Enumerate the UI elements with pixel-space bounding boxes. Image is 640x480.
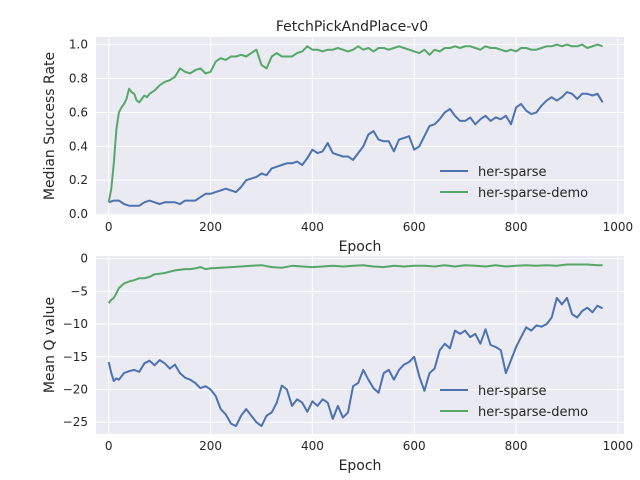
plot-area	[96, 256, 624, 434]
legend-label: her-sparse	[478, 165, 547, 180]
x-tick-label: 400	[301, 220, 324, 234]
y-tick-label: −25	[63, 415, 88, 429]
x-tick-label: 200	[199, 220, 222, 234]
q-value-panel: 0 200 400 600 800 1000 0 −5 −10 −15 −20 −25 Epoch Mea…	[42, 252, 633, 474]
series-line-her-sparse-demo	[107, 43, 603, 203]
y-tick-label: 0.0	[69, 207, 88, 221]
x-tick-label: 600	[403, 220, 426, 234]
success-rate-panel: 0 200 400 600 800 1000 0.0 0.2 0.4 0.6 0.8 1.0 Epoch…	[42, 37, 633, 255]
y-tick-label: 0.8	[69, 72, 88, 86]
y-tick-label: 0	[80, 252, 88, 266]
x-axis-label: Epoch	[339, 458, 382, 474]
y-tick-label: −5	[70, 284, 88, 298]
y-tick-label: 1.0	[69, 38, 88, 52]
legend-label: her-sparse	[478, 384, 547, 399]
x-axis-label: Epoch	[339, 239, 382, 255]
y-tick-label: −15	[63, 350, 88, 364]
x-tick-label: 200	[199, 439, 222, 453]
series-line-her-sparse	[107, 296, 604, 428]
y-tick-label: 0.6	[69, 105, 88, 119]
x-tick-label: 1000	[603, 439, 634, 453]
figure-title: FetchPickAndPlace-v0	[276, 19, 428, 35]
x-tick-label: 0	[105, 439, 113, 453]
y-tick-label: −20	[63, 383, 88, 397]
legend-label: her-sparse-demo	[478, 186, 588, 201]
legend: her-sparse her-sparse-demo	[440, 384, 588, 420]
x-tick-label: 1000	[603, 220, 634, 234]
x-tick-label: 800	[505, 439, 528, 453]
x-tick-label: 400	[301, 439, 324, 453]
y-axis-label: Mean Q value	[42, 297, 58, 393]
y-tick-label: −10	[63, 317, 88, 331]
y-axis-label: Median Success Rate	[42, 52, 58, 200]
x-tick-label: 800	[505, 220, 528, 234]
series-line-her-sparse	[108, 91, 604, 207]
x-tick-label: 600	[403, 439, 426, 453]
x-tick-label: 0	[105, 220, 113, 234]
series-line-her-sparse-demo	[107, 263, 603, 304]
plot-area	[96, 37, 624, 215]
legend-label: her-sparse-demo	[478, 405, 588, 420]
legend: her-sparse her-sparse-demo	[440, 165, 588, 201]
y-tick-label: 0.4	[69, 139, 88, 153]
y-tick-label: 0.2	[69, 173, 88, 187]
